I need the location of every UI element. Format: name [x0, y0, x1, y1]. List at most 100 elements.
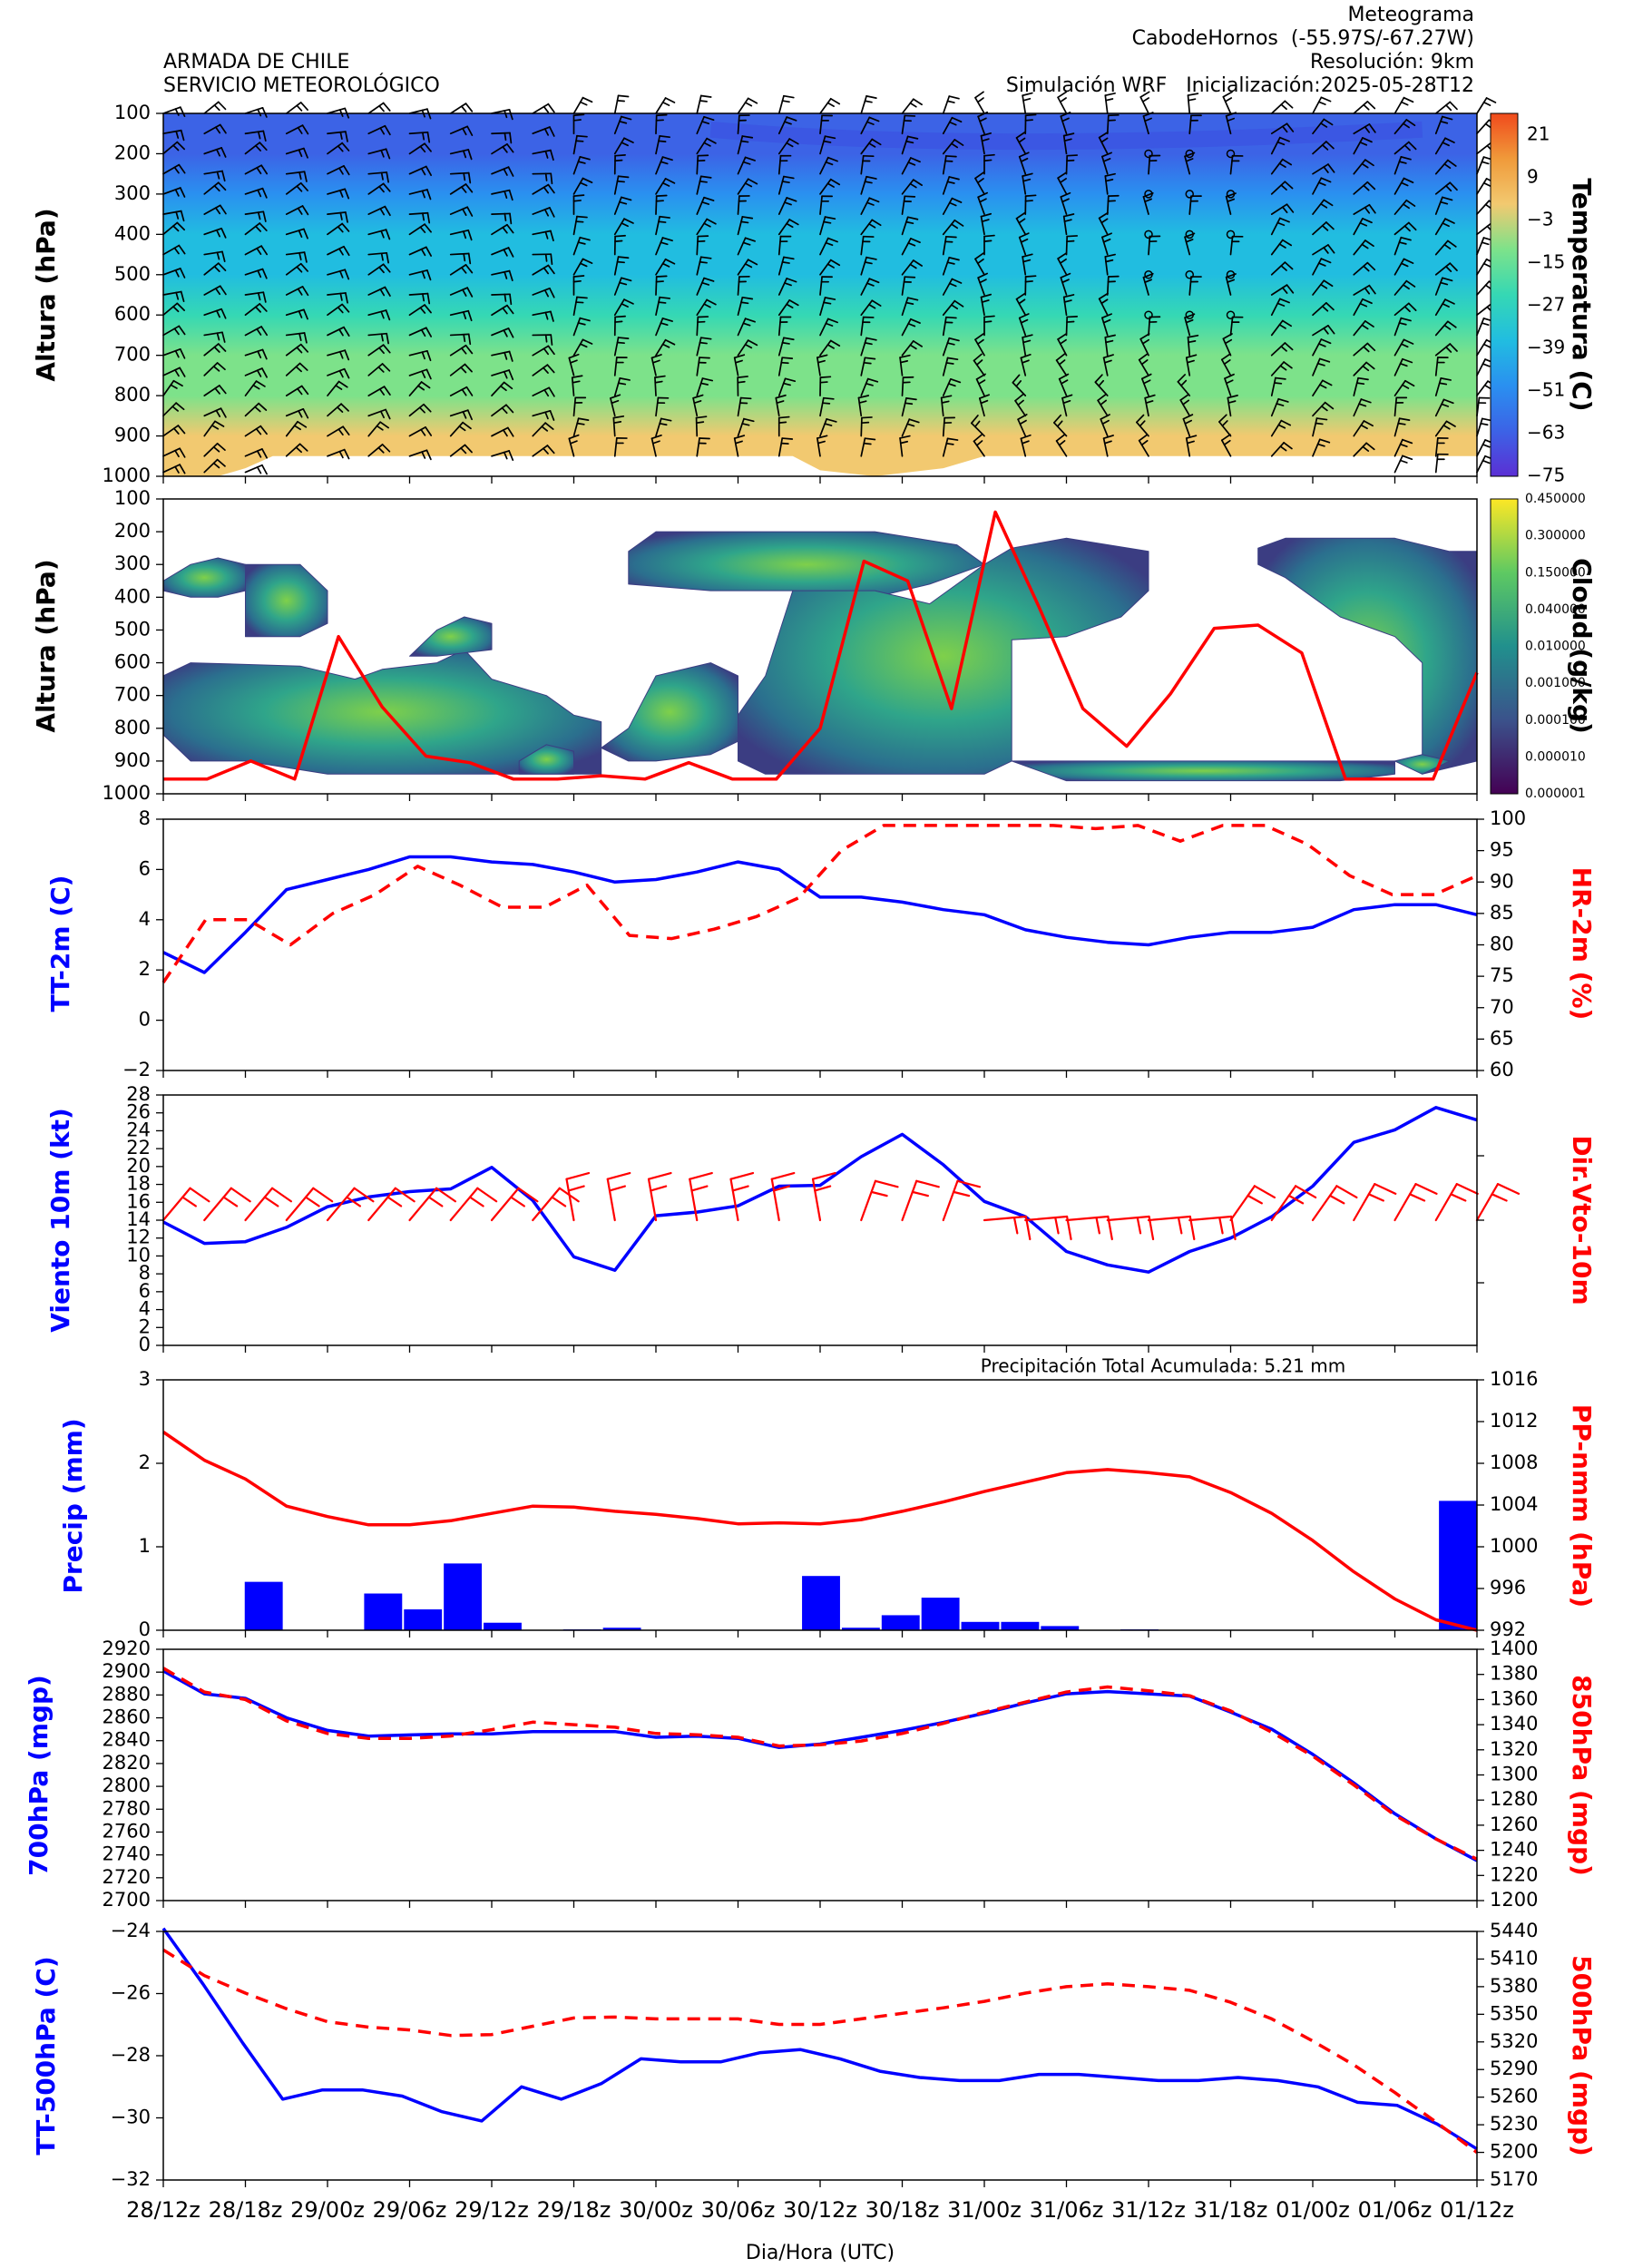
wind-barb-flag	[783, 201, 792, 206]
wind-barb-flag	[621, 277, 632, 282]
wind-barb-staff	[1312, 417, 1318, 437]
wind-barb-staff	[1393, 455, 1403, 474]
pressure-tick-label: 1000	[103, 464, 151, 486]
wind-barb-flag	[548, 386, 555, 397]
wind-barb-flag	[1365, 361, 1375, 370]
wind-barb-flag	[1229, 1215, 1237, 1241]
wind-barb-staff	[1476, 222, 1492, 236]
wind-barb-flag	[423, 403, 432, 413]
wind-barb-flag	[779, 154, 792, 157]
wind-barb-flag	[948, 282, 957, 288]
wind-barb-staff	[613, 115, 622, 135]
wind-barb	[901, 157, 921, 175]
wind-barb	[161, 1187, 210, 1222]
wind-barb-staff	[1393, 438, 1403, 457]
wind-barb-flag	[905, 220, 914, 225]
wind-barb	[1353, 240, 1374, 256]
wind-barb-flag	[1231, 316, 1244, 318]
wind-barb-flag	[338, 167, 344, 175]
wind-barb-flag	[865, 256, 877, 260]
wind-barb-flag	[296, 185, 303, 192]
wind-barb-flag	[174, 269, 180, 278]
wind-barb-flag	[1368, 203, 1376, 214]
wind-barb-staff	[1229, 316, 1234, 337]
wind-barb-staff	[565, 1178, 575, 1222]
wind-barb-staff	[1475, 1183, 1500, 1222]
wind-barb-flag	[502, 226, 508, 234]
wind-barb-flag	[979, 117, 987, 122]
wind-barb	[1104, 253, 1116, 276]
wind-barb-flag	[654, 375, 666, 378]
wind-barb-flag	[861, 416, 873, 419]
wind-barb	[737, 135, 754, 155]
wind-barb	[449, 421, 472, 437]
wind-barb-flag	[664, 178, 676, 184]
wind-barb	[449, 206, 474, 217]
wind-barb-staff	[1353, 101, 1369, 114]
wind-barb-staff	[1225, 114, 1232, 135]
wind-barb-flag	[1100, 298, 1109, 305]
wind-barb-staff	[408, 269, 428, 276]
wind-barb-flag	[1182, 399, 1190, 406]
wind-barb-staff	[449, 309, 470, 317]
wind-barb	[696, 277, 715, 296]
wind-speed-tick-label: 28	[126, 1083, 151, 1105]
wind-barb-flag	[1022, 259, 1032, 263]
wind-barb	[491, 293, 513, 306]
wind-barb-flag	[870, 1190, 888, 1198]
wind-barb	[1225, 192, 1237, 215]
wind-barb	[974, 91, 985, 114]
wind-barb-flag	[1101, 313, 1112, 319]
wind-barb-staff	[1147, 1215, 1191, 1222]
wind-barb-flag	[179, 106, 186, 118]
wind-barb	[1104, 172, 1116, 195]
wind-barb-staff	[162, 163, 181, 175]
wind-barb-flag	[257, 269, 262, 279]
wind-barb-flag	[422, 212, 425, 221]
wind-barb-staff	[777, 235, 782, 256]
wind-barb-staff	[974, 96, 985, 114]
wind-barb-flag	[1020, 318, 1029, 324]
wind-barb-staff	[1434, 377, 1442, 396]
wind-barb-flag	[1449, 101, 1458, 111]
wind-barb	[367, 332, 389, 345]
wind-barb-flag	[384, 205, 391, 217]
wind-barb-flag	[1185, 318, 1194, 324]
wind-barb	[1106, 194, 1120, 215]
precip-bar	[1439, 1501, 1477, 1630]
wind-barb-flag	[579, 236, 591, 241]
wind-barb-flag	[1442, 398, 1454, 405]
wind-barb	[327, 165, 350, 176]
wind-barb-staff	[1312, 438, 1321, 457]
pressure-tick-label: 800	[114, 384, 151, 406]
wind-barb-flag	[1286, 122, 1295, 132]
wind-barb	[408, 449, 432, 461]
humidity-2m-line	[161, 824, 1478, 983]
wind-barb-flag	[572, 200, 582, 202]
wind-barb-staff	[449, 125, 469, 135]
wind-barb-flag	[1364, 125, 1371, 133]
wind-barb	[1393, 357, 1413, 376]
wind-barb-flag	[783, 175, 795, 180]
wind-barb-flag	[1105, 339, 1114, 344]
wind-barb	[901, 179, 923, 195]
wind-barb-flag	[786, 197, 797, 202]
humidity-tick-label: 80	[1490, 934, 1514, 955]
wind-barb-flag	[1185, 158, 1194, 162]
wind-barb-staff	[367, 386, 386, 396]
wind-barb	[1101, 232, 1112, 256]
wind-barb-flag	[418, 406, 425, 414]
wind-barb	[1353, 181, 1376, 195]
wind-barb-flag	[661, 156, 673, 161]
temperature-tick-label: 2	[139, 958, 151, 980]
wind-barb-staff	[203, 147, 223, 155]
wind-barb-flag	[1141, 97, 1150, 103]
precip-bar	[961, 1621, 1000, 1630]
wind-barb-flag	[1323, 327, 1329, 335]
precip-bar	[364, 1593, 403, 1630]
wind-barb	[1353, 376, 1369, 396]
wind-barb-flag	[1284, 342, 1294, 351]
wind-barb	[367, 263, 391, 276]
wind-barb-flag	[606, 1171, 631, 1180]
wind-barb-flag	[1327, 244, 1335, 254]
